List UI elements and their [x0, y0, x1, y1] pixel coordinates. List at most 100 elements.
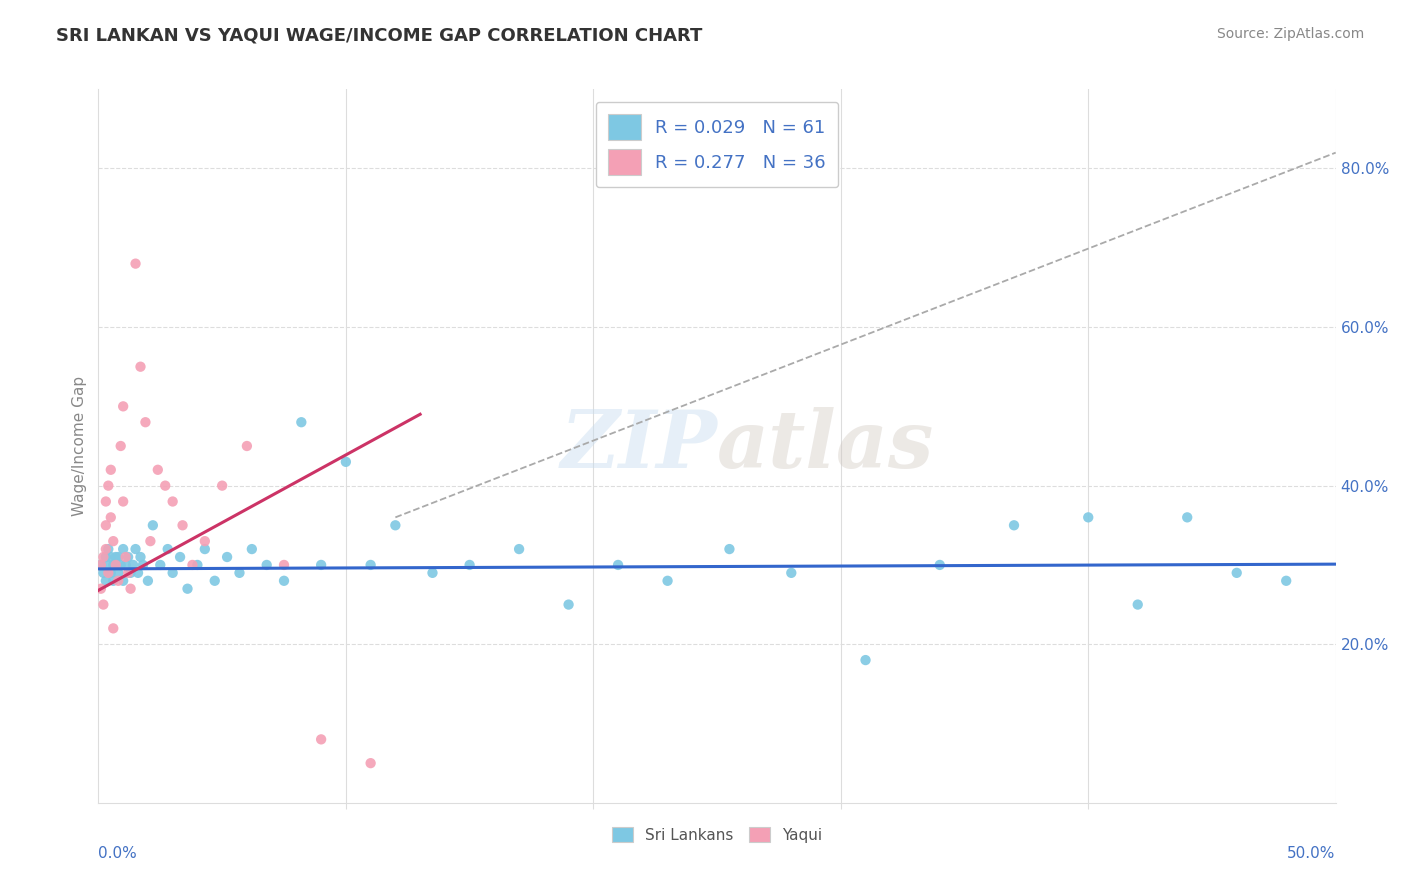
- Point: [335, 455, 357, 469]
- Point: [107, 549, 129, 564]
- Point: [855, 653, 877, 667]
- Point: [134, 415, 156, 429]
- Point: [181, 558, 204, 572]
- Legend: Sri Lankans, Yaqui: Sri Lankans, Yaqui: [606, 821, 828, 848]
- Point: [97, 478, 120, 492]
- Point: [309, 732, 332, 747]
- Point: [97, 558, 120, 572]
- Point: [94, 549, 117, 564]
- Point: [176, 582, 198, 596]
- Point: [142, 518, 165, 533]
- Point: [228, 566, 250, 580]
- Point: [718, 542, 741, 557]
- Point: [139, 534, 162, 549]
- Point: [557, 598, 579, 612]
- Point: [114, 558, 136, 572]
- Point: [100, 566, 122, 580]
- Point: [124, 542, 146, 557]
- Point: [217, 549, 239, 564]
- Point: [422, 566, 444, 580]
- Point: [204, 574, 226, 588]
- Point: [1275, 574, 1298, 588]
- Point: [117, 566, 139, 580]
- Point: [112, 400, 135, 414]
- Point: [103, 574, 125, 588]
- Point: [290, 415, 312, 429]
- Point: [1175, 510, 1198, 524]
- Point: [156, 542, 179, 557]
- Point: [172, 518, 194, 533]
- Point: [169, 549, 191, 564]
- Point: [129, 549, 152, 564]
- Point: [129, 359, 152, 374]
- Point: [1002, 518, 1025, 533]
- Text: atlas: atlas: [717, 408, 935, 484]
- Point: [110, 558, 132, 572]
- Point: [607, 558, 630, 572]
- Point: [194, 542, 217, 557]
- Point: [657, 574, 679, 588]
- Point: [1226, 566, 1249, 580]
- Point: [236, 439, 259, 453]
- Point: [90, 558, 112, 572]
- Text: Source: ZipAtlas.com: Source: ZipAtlas.com: [1216, 27, 1364, 41]
- Point: [114, 549, 136, 564]
- Point: [155, 478, 177, 492]
- Point: [100, 510, 122, 524]
- Point: [112, 574, 135, 588]
- Point: [273, 574, 295, 588]
- Y-axis label: Wage/Income Gap: Wage/Income Gap: [72, 376, 87, 516]
- Point: [146, 463, 169, 477]
- Point: [240, 542, 263, 557]
- Point: [309, 558, 332, 572]
- Text: SRI LANKAN VS YAQUI WAGE/INCOME GAP CORRELATION CHART: SRI LANKAN VS YAQUI WAGE/INCOME GAP CORR…: [56, 27, 703, 45]
- Point: [104, 558, 127, 572]
- Point: [103, 558, 125, 572]
- Point: [110, 439, 132, 453]
- Point: [211, 478, 233, 492]
- Point: [127, 566, 149, 580]
- Point: [273, 558, 295, 572]
- Point: [360, 756, 382, 771]
- Point: [97, 542, 120, 557]
- Point: [93, 598, 115, 612]
- Point: [1126, 598, 1149, 612]
- Point: [508, 542, 530, 557]
- Point: [360, 558, 382, 572]
- Point: [104, 549, 127, 564]
- Point: [112, 494, 135, 508]
- Point: [93, 549, 115, 564]
- Point: [107, 574, 129, 588]
- Point: [112, 542, 135, 557]
- Point: [103, 621, 125, 635]
- Point: [122, 558, 145, 572]
- Text: 50.0%: 50.0%: [1288, 846, 1336, 861]
- Point: [120, 566, 142, 580]
- Point: [90, 582, 112, 596]
- Text: 0.0%: 0.0%: [98, 846, 138, 861]
- Point: [100, 463, 122, 477]
- Point: [124, 257, 146, 271]
- Point: [162, 566, 184, 580]
- Point: [94, 494, 117, 508]
- Point: [120, 582, 142, 596]
- Point: [186, 558, 208, 572]
- Point: [103, 534, 125, 549]
- Text: ZIP: ZIP: [560, 408, 717, 484]
- Point: [384, 518, 406, 533]
- Point: [256, 558, 278, 572]
- Point: [93, 566, 115, 580]
- Point: [100, 549, 122, 564]
- Point: [97, 566, 120, 580]
- Point: [94, 518, 117, 533]
- Point: [104, 558, 127, 572]
- Point: [458, 558, 481, 572]
- Point: [136, 574, 159, 588]
- Point: [162, 494, 184, 508]
- Point: [194, 534, 217, 549]
- Point: [132, 558, 155, 572]
- Point: [1077, 510, 1099, 524]
- Point: [107, 566, 129, 580]
- Point: [90, 558, 112, 572]
- Point: [928, 558, 950, 572]
